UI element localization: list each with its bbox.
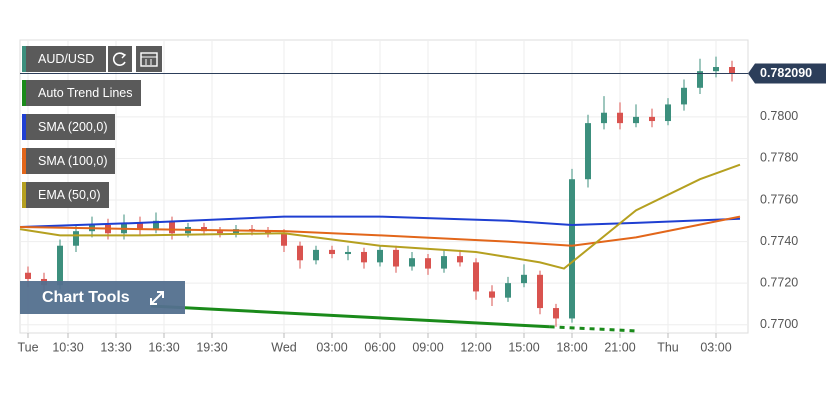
legend-button[interactable]: SMA (100,0) bbox=[22, 148, 116, 174]
candle-body bbox=[681, 87, 687, 105]
candle-body bbox=[569, 179, 575, 319]
candle-body bbox=[329, 249, 335, 255]
candle-body bbox=[73, 231, 79, 246]
y-tick-label: 0.7760 bbox=[760, 192, 798, 206]
indicator-line bbox=[19, 215, 741, 247]
candle-body bbox=[393, 249, 399, 267]
y-tick-label: 0.7700 bbox=[760, 317, 798, 331]
indicator-line bbox=[19, 215, 741, 229]
x-tick-label: Tue bbox=[17, 340, 38, 354]
candle-body bbox=[537, 274, 543, 309]
x-tick-label: 10:30 bbox=[52, 340, 83, 354]
candle-body bbox=[313, 249, 319, 261]
last-price-label: 0.782090 bbox=[760, 66, 812, 80]
candle-body bbox=[345, 251, 351, 255]
last-price-box bbox=[748, 63, 826, 84]
x-tick-label: 21:00 bbox=[604, 340, 635, 354]
x-tick-label: 18:00 bbox=[556, 340, 587, 354]
refresh-button[interactable] bbox=[108, 46, 132, 72]
candle-body bbox=[601, 112, 607, 124]
candle-body bbox=[297, 245, 303, 261]
x-tick-label: 16:30 bbox=[148, 340, 179, 354]
y-tick-label: 0.7780 bbox=[760, 151, 798, 165]
candle-body bbox=[585, 123, 591, 180]
x-tick-label: Thu bbox=[657, 340, 679, 354]
candle-body bbox=[713, 67, 719, 72]
indicator-line bbox=[19, 163, 741, 270]
legend-button[interactable]: SMA (200,0) bbox=[22, 114, 116, 140]
candle-body bbox=[665, 104, 671, 122]
candle-body bbox=[137, 222, 143, 230]
x-tick-label: 03:00 bbox=[316, 340, 347, 354]
candle-body bbox=[489, 291, 495, 298]
x-tick-label: 12:00 bbox=[460, 340, 491, 354]
y-tick-label: 0.7720 bbox=[760, 275, 798, 289]
candle-body bbox=[441, 256, 447, 269]
candle-body bbox=[633, 116, 639, 124]
x-tick-label: 15:00 bbox=[508, 340, 539, 354]
candle-body bbox=[265, 231, 271, 234]
y-tick-label: 0.7740 bbox=[760, 234, 798, 248]
trend-projection bbox=[549, 325, 637, 333]
x-tick-label: 03:00 bbox=[700, 340, 731, 354]
candle-body bbox=[217, 231, 223, 234]
x-tick-label: 09:00 bbox=[412, 340, 443, 354]
candle-body bbox=[649, 116, 655, 122]
candle-body bbox=[153, 220, 159, 230]
candle-body bbox=[729, 67, 735, 74]
candle-body bbox=[697, 71, 703, 88]
candle-body bbox=[281, 233, 287, 246]
legend-button[interactable]: Auto Trend Lines bbox=[22, 80, 141, 106]
x-tick-label: 06:00 bbox=[364, 340, 395, 354]
x-tick-label: Wed bbox=[271, 340, 297, 354]
candle-body bbox=[57, 245, 63, 286]
candle-body bbox=[473, 262, 479, 292]
x-tick-label: 19:30 bbox=[196, 340, 227, 354]
chart-tools-button[interactable]: Chart Tools bbox=[20, 281, 185, 314]
candle-body bbox=[457, 256, 463, 263]
indicator-line bbox=[151, 304, 550, 329]
candle-body bbox=[25, 272, 31, 279]
candle-body bbox=[425, 258, 431, 269]
candle-body bbox=[169, 220, 175, 234]
symbol-button[interactable]: AUD/USD bbox=[22, 46, 106, 72]
calendar-button[interactable] bbox=[136, 46, 162, 72]
candle-body bbox=[505, 283, 511, 298]
candle-body bbox=[377, 249, 383, 263]
candle-body bbox=[553, 308, 559, 319]
candle-body bbox=[361, 251, 367, 263]
candle-body bbox=[409, 258, 415, 267]
y-tick-label: 0.7800 bbox=[760, 109, 798, 123]
candle-body bbox=[617, 112, 623, 124]
candle-body bbox=[521, 274, 527, 284]
legend-button[interactable]: EMA (50,0) bbox=[22, 182, 109, 208]
x-tick-label: 13:30 bbox=[100, 340, 131, 354]
chart-tools-label: Chart Tools bbox=[42, 289, 130, 306]
